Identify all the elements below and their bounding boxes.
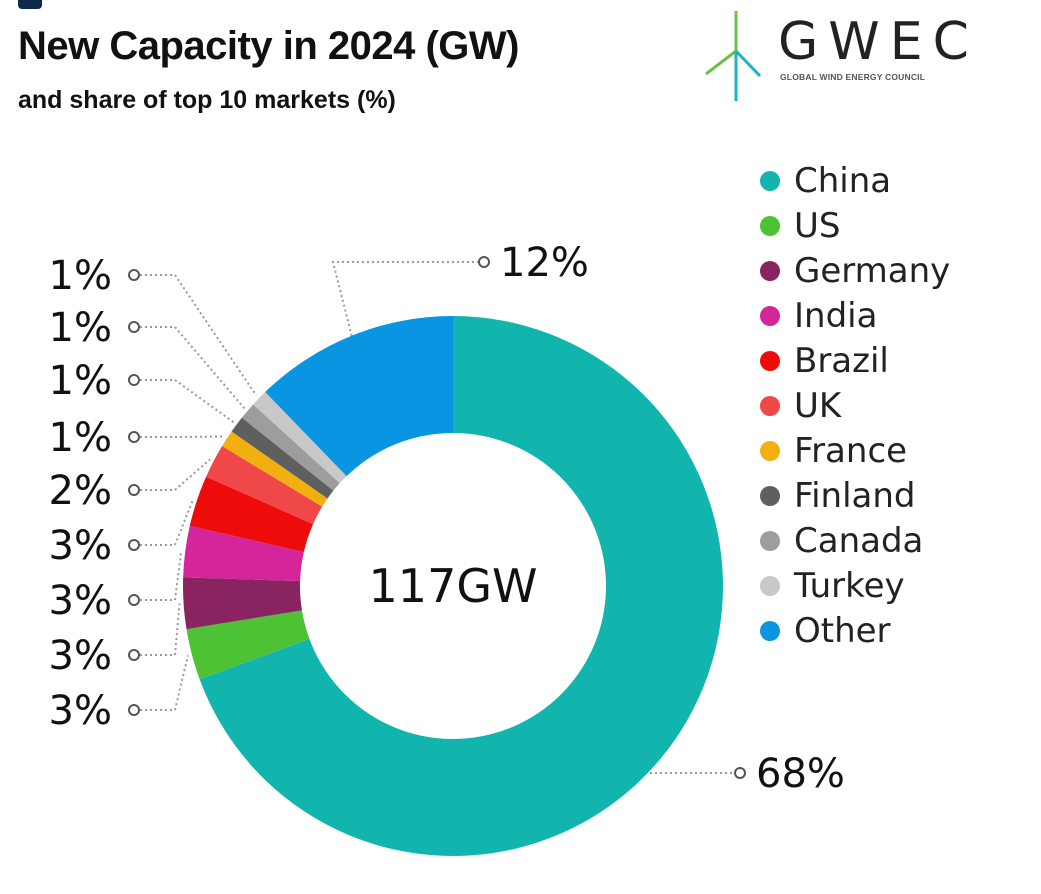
leader-marker-turkey	[128, 269, 140, 281]
leader-marker-china	[734, 767, 746, 779]
donut-slice-finland	[231, 417, 334, 499]
logo-tagline: GLOBAL WIND ENERGY COUNCIL	[780, 72, 926, 82]
donut-slice-turkey	[253, 392, 347, 484]
legend-swatch	[760, 350, 780, 371]
leader-line-canada	[140, 326, 246, 410]
leader-line-other	[331, 261, 478, 336]
legend-swatch	[760, 260, 780, 281]
donut-slice-brazil	[189, 476, 314, 552]
legend-item-uk: UK	[760, 383, 950, 428]
slice-label-turkey: 1%	[49, 253, 112, 299]
slice-label-france: 1%	[49, 415, 112, 461]
leader-line-brazil	[140, 499, 194, 546]
corner-badge	[18, 0, 42, 9]
donut-slice-france	[222, 431, 328, 507]
legend-item-china: China	[760, 158, 950, 203]
legend-label: Turkey	[794, 565, 905, 606]
donut-slice-germany	[183, 577, 302, 630]
legend-item-canada: Canada	[760, 518, 950, 563]
leader-marker-germany	[128, 649, 140, 661]
leader-line-finland	[140, 379, 234, 423]
legend-swatch	[760, 530, 780, 551]
legend-item-france: France	[760, 428, 950, 473]
slice-label-china: 68%	[756, 751, 845, 797]
legend-item-finland: Finland	[760, 473, 950, 518]
leader-marker-us	[128, 704, 140, 716]
legend-label: Finland	[794, 475, 916, 516]
legend-label: Brazil	[794, 340, 889, 381]
slice-label-us: 3%	[49, 688, 112, 734]
center-total-label: 117GW	[369, 559, 538, 613]
legend-swatch	[760, 215, 780, 236]
slice-label-germany: 3%	[49, 633, 112, 679]
leader-marker-france	[128, 431, 140, 443]
legend-swatch	[760, 620, 780, 641]
legend-item-brazil: Brazil	[760, 338, 950, 383]
legend-swatch	[760, 170, 780, 191]
gwec-logo: GWEC GLOBAL WIND ENERGY COUNCIL	[700, 6, 990, 101]
legend-label: Other	[794, 610, 891, 651]
leader-marker-canada	[128, 321, 140, 333]
legend-label: India	[794, 295, 878, 336]
leader-line-turkey	[140, 274, 258, 396]
donut-slice-india	[183, 525, 304, 582]
legend-swatch	[760, 305, 780, 326]
legend-swatch	[760, 395, 780, 416]
legend-swatch	[760, 575, 780, 596]
legend-label: France	[794, 430, 908, 471]
chart-subtitle: and share of top 10 markets (%)	[18, 86, 396, 114]
legend-label: UK	[794, 385, 842, 426]
slice-label-uk: 2%	[49, 468, 112, 514]
slice-label-india: 3%	[49, 578, 112, 624]
legend-label: China	[794, 160, 892, 201]
legend-item-germany: Germany	[760, 248, 950, 293]
slice-label-canada: 1%	[49, 305, 112, 351]
legend-item-us: US	[760, 203, 950, 248]
legend-item-india: India	[760, 293, 950, 338]
legend-swatch	[760, 440, 780, 461]
leader-line-india	[140, 550, 183, 601]
donut-slice-uk	[206, 446, 323, 525]
donut-slice-canada	[241, 404, 340, 491]
donut-slice-us	[186, 610, 310, 680]
chart-legend: China US Germany India Brazil UK France Finland…	[760, 158, 950, 653]
slice-label-other: 12%	[500, 240, 589, 286]
slice-label-finland: 1%	[49, 358, 112, 404]
slice-label-brazil: 3%	[49, 523, 112, 569]
leader-marker-other	[478, 256, 490, 268]
leader-line-germany	[140, 603, 181, 656]
legend-swatch	[760, 485, 780, 506]
leader-marker-finland	[128, 374, 140, 386]
leader-marker-uk	[128, 484, 140, 496]
leader-marker-india	[128, 594, 140, 606]
legend-label: Canada	[794, 520, 924, 561]
donut-slice-other	[265, 316, 453, 477]
donut-slice-china	[199, 316, 723, 857]
leader-line-uk	[140, 458, 211, 491]
chart-title: New Capacity in 2024 (GW)	[18, 24, 519, 68]
logo-word: GWEC	[778, 12, 979, 72]
wind-turbine-icon	[705, 11, 762, 101]
legend-label: Germany	[794, 250, 951, 291]
legend-label: US	[794, 205, 841, 246]
legend-item-other: Other	[760, 608, 950, 653]
legend-item-turkey: Turkey	[760, 563, 950, 608]
leader-marker-brazil	[128, 539, 140, 551]
leader-line-us	[140, 655, 189, 711]
